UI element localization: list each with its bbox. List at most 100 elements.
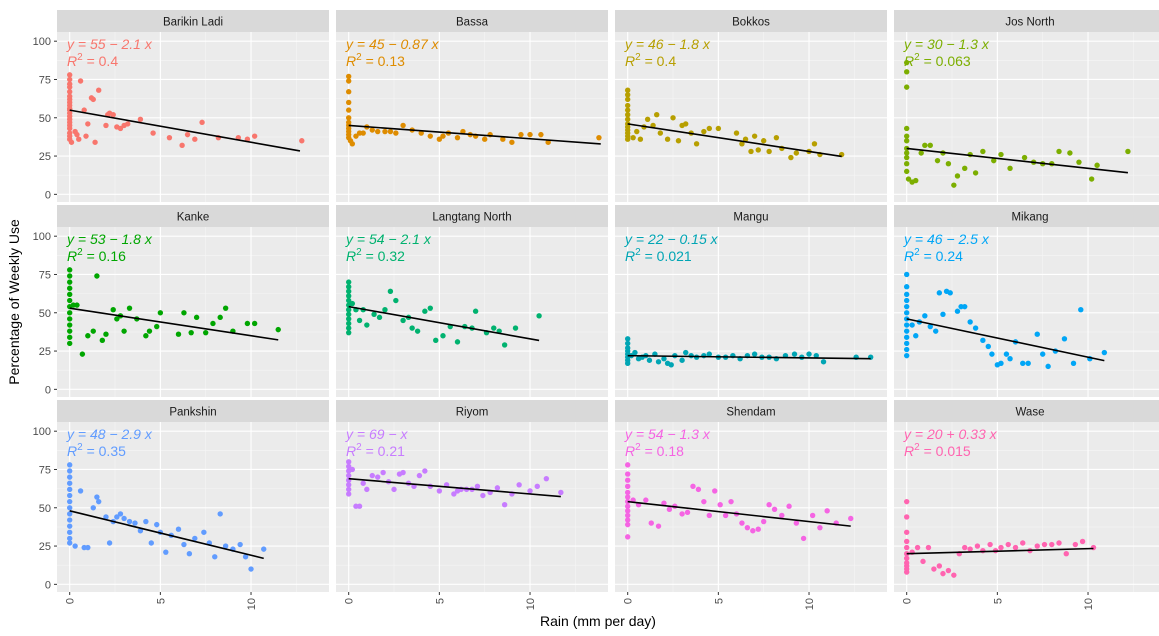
y-tick-label: 100: [33, 426, 51, 438]
data-point: [353, 133, 359, 139]
data-point: [991, 157, 997, 164]
data-point: [400, 122, 406, 129]
data-point: [66, 291, 73, 298]
y-tick-label: 50: [39, 113, 51, 125]
data-point: [624, 508, 631, 514]
y-tick-label: 75: [39, 74, 51, 86]
strip-background: [615, 205, 887, 227]
data-point: [66, 529, 73, 535]
data-point: [940, 570, 946, 577]
data-point: [655, 359, 662, 365]
data-point: [927, 142, 933, 149]
data-point: [106, 540, 113, 546]
r-squared-label: R2 = 0.24: [904, 247, 963, 264]
data-point: [624, 534, 631, 540]
data-point: [739, 520, 745, 526]
data-point: [751, 351, 758, 357]
data-point: [222, 543, 229, 549]
data-point: [624, 107, 631, 113]
data-point: [364, 486, 370, 493]
x-tick-label: 0: [623, 598, 635, 604]
data-point: [1078, 307, 1084, 313]
data-point: [66, 267, 73, 273]
data-point: [275, 326, 281, 333]
data-point: [369, 472, 375, 479]
data-point: [1007, 356, 1013, 362]
data-point: [125, 121, 131, 127]
data-point: [66, 334, 73, 340]
data-point: [624, 462, 631, 468]
data-point: [242, 554, 249, 560]
data-point: [903, 154, 910, 161]
data-point: [624, 360, 631, 367]
data-point: [914, 544, 921, 551]
data-point: [779, 512, 785, 519]
data-point: [509, 139, 515, 145]
data-point: [1049, 541, 1055, 548]
data-point: [440, 333, 446, 339]
data-point: [345, 99, 352, 106]
data-point: [668, 362, 674, 368]
data-point: [624, 494, 631, 500]
panel-title: Bokkos: [732, 17, 770, 29]
data-point: [66, 76, 73, 83]
data-point: [83, 133, 89, 139]
data-point: [624, 471, 631, 477]
r-squared-label: R2 = 0.16: [67, 247, 126, 264]
data-point: [655, 523, 662, 529]
data-point: [624, 112, 631, 118]
data-point: [903, 328, 910, 334]
data-point: [345, 297, 352, 304]
data-point: [706, 351, 712, 357]
data-point: [436, 488, 443, 494]
panel-title: Kanke: [177, 212, 210, 224]
data-point: [416, 472, 423, 479]
data-point: [356, 317, 363, 324]
data-point: [1021, 154, 1028, 161]
regression-equation: y = 48 − 2.9 x: [66, 426, 153, 442]
data-point: [1094, 162, 1100, 168]
data-point: [418, 130, 424, 136]
panel-pankshin: Pankshin 0 25 50 75 100 0 5 10 y = 48 − 2.9 xR2 =…: [33, 400, 329, 610]
data-point: [345, 325, 352, 331]
data-point: [534, 483, 540, 490]
data-point: [110, 307, 116, 313]
data-point: [679, 511, 685, 517]
data-point: [646, 357, 653, 363]
data-point: [624, 96, 631, 103]
panel-shendam: Shendam 0 5 10 y = 54 − 1.3 xR2 = 0.18: [615, 400, 887, 610]
data-point: [967, 546, 973, 552]
data-point: [1056, 148, 1062, 155]
data-point: [1020, 540, 1026, 546]
data-point: [701, 352, 707, 359]
data-point: [99, 337, 106, 344]
data-point: [1076, 159, 1082, 165]
data-point: [903, 514, 910, 520]
data-point: [632, 349, 638, 356]
data-point: [925, 544, 932, 551]
strip-background: [336, 10, 608, 32]
data-point: [68, 139, 75, 145]
panel-title: Jos North: [1005, 17, 1054, 29]
data-point: [1003, 351, 1010, 357]
data-point: [126, 305, 133, 311]
data-point: [66, 273, 73, 279]
regression-line: [348, 477, 561, 498]
data-point: [903, 271, 910, 278]
x-tick-label: 10: [1083, 598, 1095, 610]
regression-line: [348, 124, 601, 145]
panel-bokkos: Bokkos y = 46 − 1.8 xR2 = 0.4: [615, 10, 887, 202]
data-point: [998, 544, 1004, 551]
data-point: [972, 170, 979, 176]
data-point: [728, 498, 734, 505]
data-point: [154, 323, 160, 330]
r-squared-label: R2 = 0.35: [67, 442, 126, 459]
data-point: [954, 308, 961, 314]
data-point: [690, 483, 696, 490]
data-point: [903, 334, 910, 340]
data-point: [369, 127, 375, 133]
data-point: [92, 139, 98, 145]
y-tick-label: 100: [33, 36, 51, 48]
regression-line: [69, 109, 301, 152]
data-point: [974, 543, 981, 549]
